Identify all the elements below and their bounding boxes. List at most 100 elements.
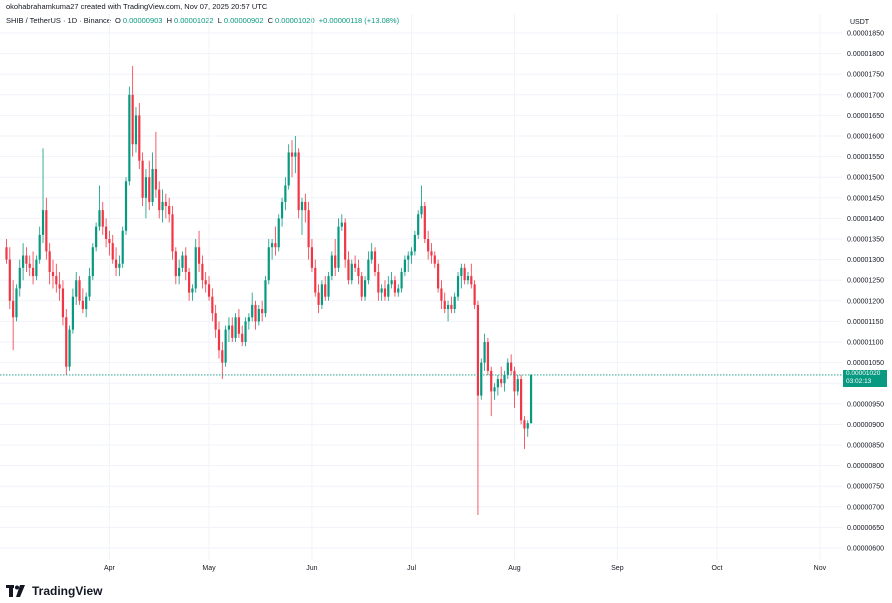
candle-body (221, 350, 224, 363)
candle-body (516, 379, 519, 392)
tradingview-logo-text: TradingView (32, 584, 103, 598)
candle-body (520, 379, 523, 421)
candle-body (513, 370, 516, 392)
candle-body (124, 181, 128, 231)
y-tick-label: 0.00001550 (847, 154, 884, 161)
candle-body (168, 206, 171, 215)
close-label: C (267, 16, 274, 25)
y-tick-label: 0.00001850 (847, 31, 884, 38)
candle-body (5, 247, 8, 260)
candle-body (433, 255, 436, 264)
candle-body (506, 362, 509, 375)
candle-body (403, 259, 406, 272)
candle-body (437, 263, 440, 289)
candle-body (35, 259, 38, 277)
candle-body (400, 271, 403, 289)
candle-body (407, 255, 410, 260)
candle-body (503, 374, 506, 384)
candle-body (377, 271, 380, 293)
y-tick-label: 0.00000900 (847, 422, 884, 429)
symbol-label[interactable]: SHIB / TetherUS · 1D · Binance (6, 16, 111, 25)
time-axis[interactable]: Apr May Jun Jul Aug Sep Oct Nov (104, 565, 827, 572)
candle-body (191, 288, 194, 293)
candle-body (486, 342, 489, 371)
candle-body (440, 288, 443, 301)
x-tick-label: Oct (712, 565, 723, 572)
candle-body (88, 276, 91, 297)
candle-body (420, 206, 423, 215)
bar-countdown: 03:02:13 (846, 378, 872, 385)
candle-body (8, 259, 11, 301)
candle-body (370, 251, 373, 260)
candle-body (304, 201, 307, 211)
tradingview-logo[interactable]: TradingView (6, 584, 102, 598)
candle-body (417, 214, 420, 235)
candle-body (387, 284, 390, 297)
candle-body (264, 280, 267, 314)
candle-body (144, 177, 148, 198)
y-tick-label: 0.00001700 (847, 92, 884, 99)
candle-body (211, 296, 214, 314)
candle-body (75, 280, 78, 297)
candle-body (105, 226, 108, 239)
candle-body (138, 115, 141, 161)
ohlc-legend: SHIB / TetherUS · 1D · Binance O 0.000009… (6, 16, 401, 25)
candle-body (71, 296, 74, 330)
candle-body (446, 304, 450, 310)
last-price-value: 0.00001020 (846, 370, 881, 377)
candle-body (78, 280, 81, 301)
candle-body (58, 284, 61, 289)
candle-body (490, 370, 493, 392)
candle-body (241, 333, 244, 342)
candle-body (22, 255, 25, 268)
candle-body (450, 304, 453, 310)
candle-body (523, 420, 526, 429)
candle-body (61, 288, 65, 318)
candle-body (277, 218, 280, 248)
candle-body (360, 276, 363, 297)
candle-body (390, 280, 393, 285)
candle-body (121, 230, 124, 264)
candle-body (380, 288, 383, 293)
candle-body (337, 226, 340, 268)
candle-body (45, 210, 48, 252)
candle-body (161, 201, 164, 211)
candle-body (470, 276, 473, 285)
candle-body (244, 321, 247, 342)
candle-body (300, 201, 304, 211)
high-value: 0.00001022 (173, 16, 214, 25)
y-tick-label: 0.00001650 (847, 113, 884, 120)
price-axis[interactable]: 0.00001850 0.00001800 0.00001750 0.00001700… (847, 31, 884, 553)
candle-body (91, 247, 94, 277)
candle-body (25, 255, 28, 264)
candle-body (247, 317, 250, 322)
candle-body (154, 168, 157, 190)
candle-body (55, 276, 58, 285)
candle-body (118, 263, 121, 268)
candle-body (500, 379, 503, 384)
candle-body (466, 276, 470, 281)
candle-body (310, 247, 314, 268)
candle-body (158, 189, 161, 211)
low-label: L (217, 16, 222, 25)
candle-body (41, 210, 45, 235)
candle-body (340, 222, 343, 227)
candle-body (214, 313, 217, 330)
candle-body (294, 152, 297, 157)
candle-body (423, 206, 426, 239)
candle-body (261, 309, 264, 314)
last-price-tag: 0.00001020 03:02:13 (843, 370, 887, 387)
candle-body (284, 185, 287, 202)
candle-body (463, 267, 466, 281)
tradingview-logo-icon (6, 585, 25, 597)
candle-body (373, 251, 377, 272)
y-tick-label: 0.00001400 (847, 216, 884, 223)
y-tick-label: 0.00001250 (847, 278, 884, 285)
candle-body (383, 288, 387, 297)
candle-body (307, 210, 310, 248)
y-tick-label: 0.00001800 (847, 51, 884, 58)
candle-body (476, 304, 480, 396)
y-tick-label: 0.00000650 (847, 525, 884, 532)
x-tick-label: Aug (508, 565, 521, 572)
